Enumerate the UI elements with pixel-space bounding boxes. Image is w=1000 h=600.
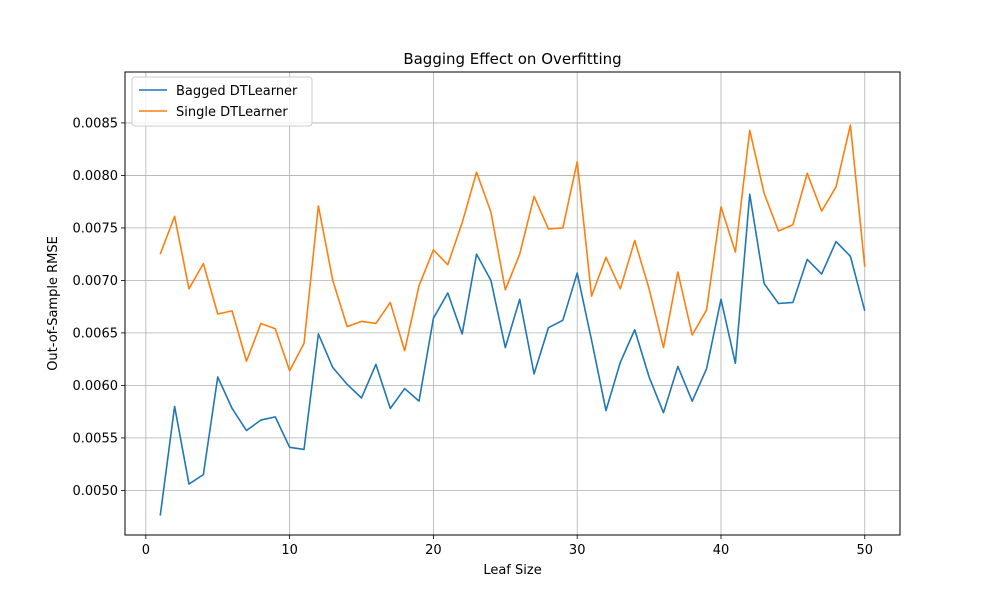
y-tick-label: 0.0050 — [73, 484, 119, 499]
chart-title: Bagging Effect on Overfitting — [403, 50, 621, 68]
series-layer — [159, 124, 866, 516]
legend-label-bagged: Bagged DTLearner — [176, 84, 298, 99]
x-tick-label: 40 — [713, 543, 730, 558]
plot-frame — [124, 71, 901, 536]
y-tick-label: 0.0055 — [73, 431, 119, 446]
x-tick-label: 30 — [569, 543, 586, 558]
axis-ticks: 0 10 20 30 40 50 0.0050 0.0055 0.0060 0.0065 0.007… — [73, 116, 874, 558]
y-tick-label: 0.0075 — [73, 221, 119, 236]
gridlines — [125, 72, 900, 535]
x-tick-label: 10 — [281, 543, 298, 558]
y-axis-label: Out-of-Sample RMSE — [46, 236, 61, 371]
x-axis-label: Leaf Size — [483, 563, 541, 578]
x-tick-label: 0 — [142, 543, 150, 558]
y-tick-label: 0.0070 — [73, 274, 119, 289]
x-tick-label: 20 — [425, 543, 442, 558]
legend-label-single: Single DTLearner — [176, 105, 288, 120]
y-tick-label: 0.0065 — [73, 326, 119, 341]
y-tick-label: 0.0080 — [73, 169, 119, 184]
x-tick-label: 50 — [856, 543, 873, 558]
y-tick-label: 0.0085 — [73, 116, 119, 131]
legend-box — [131, 76, 313, 127]
legend: Bagged DTLearner Single DTLearner — [131, 76, 313, 127]
series-line-bagged — [159, 193, 866, 516]
y-tick-label: 0.0060 — [73, 379, 119, 394]
series-line-single — [159, 124, 866, 372]
